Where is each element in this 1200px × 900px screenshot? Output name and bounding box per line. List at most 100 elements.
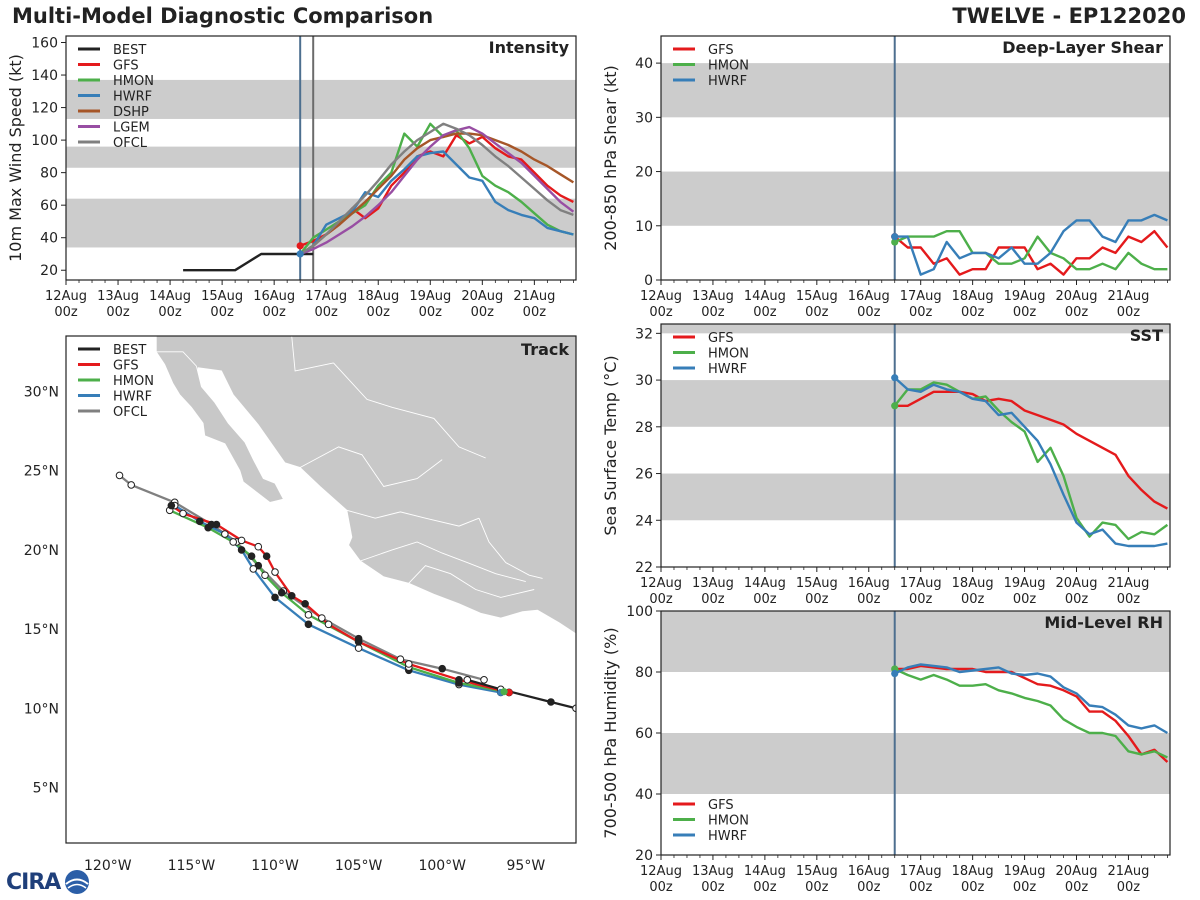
plot-frame: [660, 323, 1171, 568]
lat-tick-label: 5°N: [33, 781, 59, 797]
y-tick-label: 26: [635, 467, 653, 483]
state-border: [360, 541, 526, 583]
legend-label-best: BEST: [113, 43, 146, 58]
y-tick-label: 80: [635, 665, 653, 681]
panel-track: 120°W 115°W 110°W 105°W 100°W 95°W 5°N 10°N 15°N…: [24, 335, 577, 874]
track-point-gfs: [354, 637, 363, 646]
state-border: [333, 362, 486, 459]
y-tick-label: 100: [31, 133, 58, 149]
y-axis-label: 200-850 hPa Shear (kt): [601, 65, 620, 251]
x-tick-label: 14Aug: [744, 576, 786, 591]
panel-intensity: 12Aug00z13Aug00z14Aug00z15Aug00z16Aug00z…: [6, 35, 577, 320]
x-tick-label: 20Aug: [1056, 289, 1098, 304]
x-tick-label: 18Aug: [952, 576, 994, 591]
series-marker-hwrf: [296, 250, 304, 258]
x-tick-label: 18Aug: [357, 289, 399, 304]
y-tick-label: 10: [635, 219, 653, 235]
x-tick-label-hour: 00z: [1117, 305, 1141, 320]
x-tick-label-hour: 00z: [961, 592, 985, 607]
x-tick-label: 14Aug: [149, 289, 191, 304]
x-tick-label: 12Aug: [640, 864, 682, 879]
shaded-band: [661, 171, 1170, 226]
x-tick-label-hour: 00z: [1117, 592, 1141, 607]
x-tick-label-hour: 00z: [1117, 880, 1141, 895]
plot-area: [661, 324, 1170, 567]
x-tick-label: 12Aug: [640, 576, 682, 591]
x-tick-label: 20Aug: [1056, 576, 1098, 591]
logo-text: CIRA: [6, 869, 61, 895]
y-tick-label: 20: [40, 263, 58, 279]
state-border: [346, 509, 480, 527]
state-border: [478, 518, 543, 579]
x-tick-label: 15Aug: [201, 289, 243, 304]
legend-label-hwrf: HWRF: [113, 390, 152, 405]
storm-id-title: TWELVE - EP122020: [952, 4, 1186, 28]
lat-tick-label: 20°N: [24, 543, 59, 559]
series-marker-hwrf: [891, 374, 899, 382]
legend-label-gfs: GFS: [708, 798, 734, 813]
x-tick-label-hour: 00z: [701, 880, 725, 895]
x-tick-label-hour: 00z: [649, 592, 673, 607]
panel-title: Deep-Layer Shear: [1002, 38, 1163, 57]
legend-label-gfs: GFS: [113, 59, 139, 74]
x-tick-label: 21Aug: [1107, 576, 1149, 591]
track-point-hwrf: [221, 530, 229, 538]
x-tick-label: 14Aug: [744, 289, 786, 304]
y-tick-label: 40: [635, 787, 653, 803]
series-marker-hwrf: [891, 669, 899, 678]
lat-tick-label: 25°N: [24, 464, 59, 480]
track-point-hmon: [261, 571, 269, 580]
x-tick-label: 21Aug: [513, 289, 555, 304]
x-tick-label-hour: 00z: [471, 305, 495, 320]
x-tick-label: 19Aug: [409, 289, 451, 304]
track-point-ofcl: [480, 676, 488, 684]
track-point-hwrf: [249, 565, 258, 573]
x-tick-label-hour: 00z: [857, 592, 881, 607]
plot-frame: [65, 35, 577, 281]
x-tick-label: 18Aug: [952, 864, 994, 879]
track-point-best: [547, 698, 555, 706]
y-tick-label: 80: [40, 166, 58, 182]
track-point-gfs: [455, 676, 463, 684]
x-tick-label-hour: 00z: [909, 880, 933, 895]
x-tick-label-hour: 00z: [909, 592, 933, 607]
state-border: [291, 336, 334, 372]
panel-sst: 12Aug00z13Aug00z14Aug00z15Aug00z16Aug00z…: [601, 323, 1171, 607]
series-line-hmon: [894, 667, 1168, 759]
panel-shear: 12Aug00z13Aug00z14Aug00z15Aug00z16Aug00z…: [601, 35, 1171, 320]
track-point-gfs: [301, 599, 309, 608]
y-tick-label: 40: [635, 56, 653, 72]
x-tick-label: 12Aug: [45, 289, 87, 304]
x-tick-label-hour: 00z: [649, 880, 673, 895]
legend-label-hmon: HMON: [113, 74, 154, 89]
track-point-gfs: [254, 542, 263, 551]
track-point-hwrf: [271, 593, 279, 602]
x-tick-label: 20Aug: [1056, 864, 1098, 879]
y-tick-label: 0: [644, 273, 653, 289]
x-tick-label: 13Aug: [97, 289, 139, 304]
y-axis-label: 10m Max Wind Speed (kt): [6, 54, 25, 262]
x-tick-label-hour: 00z: [753, 305, 777, 320]
plot-area: [66, 36, 576, 280]
track-point-ofcl: [318, 614, 326, 622]
x-tick-label-hour: 00z: [1013, 592, 1037, 607]
track-point-gfs: [237, 536, 246, 545]
series-marker-hwrf: [891, 233, 899, 241]
track-point-gfs: [179, 509, 187, 518]
x-tick-label-hour: 00z: [1065, 305, 1089, 320]
x-tick-label-hour: 00z: [701, 592, 725, 607]
x-tick-label-hour: 00z: [1065, 592, 1089, 607]
y-tick-label: 24: [635, 513, 653, 529]
legend-label-hwrf: HWRF: [708, 74, 747, 89]
y-tick-label: 20: [635, 848, 653, 864]
lon-tick-label: 120°W: [84, 858, 132, 874]
series-line-lgem: [299, 125, 575, 256]
x-tick-label: 17Aug: [900, 576, 942, 591]
plot-background: [661, 324, 1170, 567]
series-marker-hmon: [891, 402, 899, 410]
x-tick-label: 19Aug: [1004, 289, 1046, 304]
x-tick-label-hour: 00z: [367, 305, 391, 320]
series-line-best: [183, 252, 314, 272]
legend-label-hmon: HMON: [708, 814, 749, 829]
